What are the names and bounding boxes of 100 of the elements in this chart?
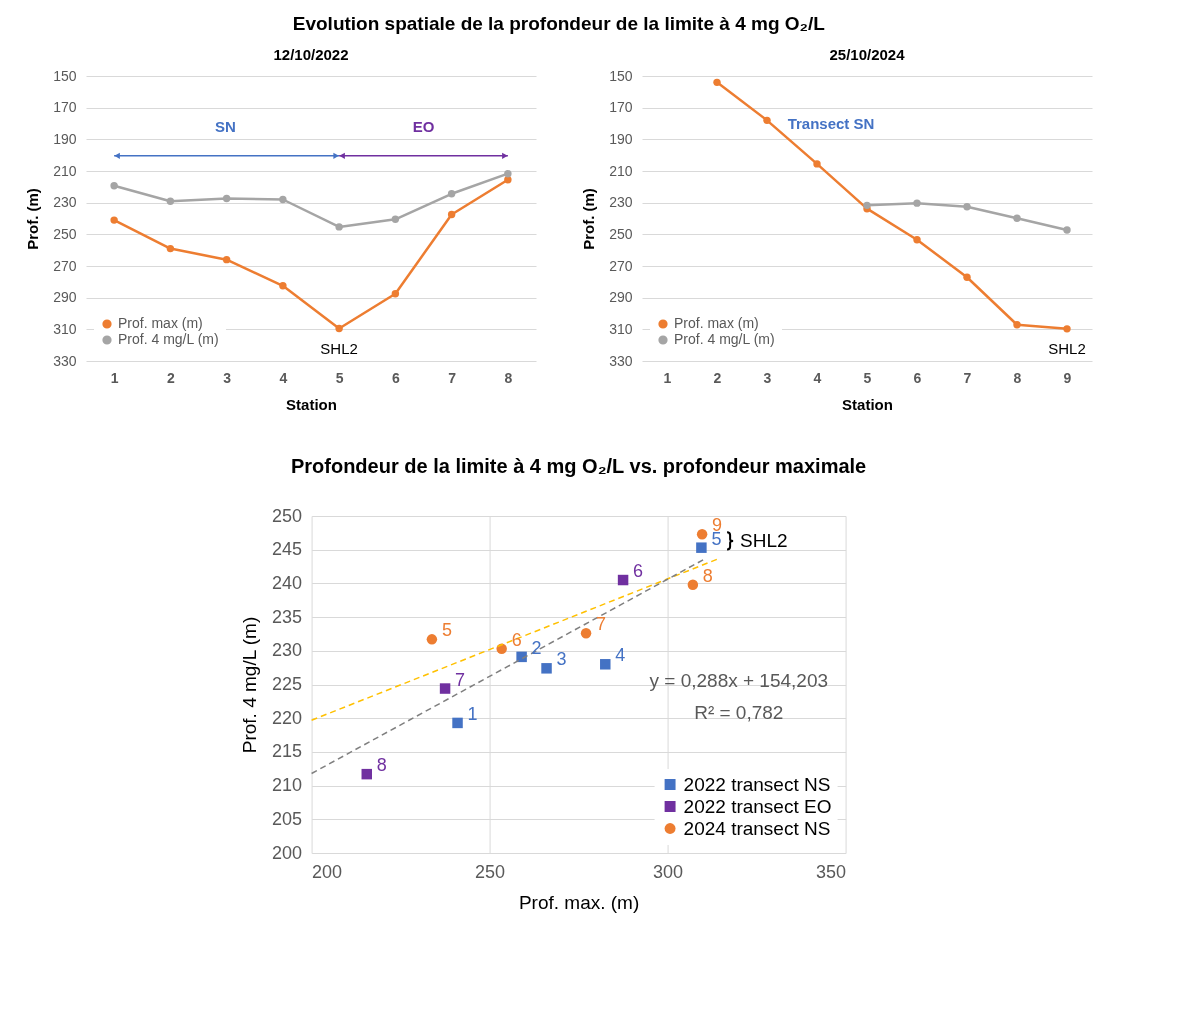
point (763, 116, 771, 125)
y-tick-label: 190 (609, 130, 633, 147)
y-tick-label: 190 (53, 130, 77, 147)
point (1063, 325, 1071, 333)
y-tick-label: 235 (272, 606, 303, 627)
y-tick-label: 250 (272, 505, 303, 526)
point (391, 290, 400, 298)
annotation: 8 (702, 565, 713, 586)
point (279, 282, 287, 290)
x-tick-label: 6 (391, 369, 400, 386)
annotation: y = 0,288x + 154,203 (649, 670, 829, 692)
legend-label: Prof. max (m) (674, 315, 759, 331)
x-axis-title: Station (842, 395, 893, 413)
x-tick-label: 3 (223, 369, 232, 386)
x-axis-title: Station (286, 395, 337, 413)
y-tick-label: 245 (272, 539, 303, 560)
y-tick-label: 150 (53, 67, 77, 84)
legend-label: Prof. 4 mg/L (m) (118, 331, 219, 347)
x-tick-label: 3 (763, 369, 772, 386)
chart-subtitle: 12/10/2022 (273, 46, 349, 63)
chart-title: Evolution spatiale de la profondeur de la limite à 4 mg O₂/L (292, 13, 826, 34)
legend-label: 2022 transect EO (683, 795, 832, 817)
point (447, 210, 456, 219)
y-tick-label: 270 (609, 257, 633, 274)
y-axis-title: Prof. (m) (24, 188, 42, 250)
x-tick-label: 250 (475, 861, 506, 882)
y-tick-label: 210 (272, 775, 303, 796)
point (504, 169, 512, 178)
annotation: 7 (455, 669, 466, 690)
y-tick-label: 150 (609, 67, 633, 84)
annotation: 6 (633, 561, 644, 582)
point (1063, 226, 1071, 234)
legend-label: 2024 transect NS (683, 817, 831, 839)
point (110, 182, 118, 190)
point (1013, 321, 1021, 329)
y-tick-label: 240 (272, 572, 303, 593)
x-tick-label: 300 (653, 861, 684, 882)
x-tick-label: 1 (110, 369, 119, 386)
y-tick-label: 215 (272, 741, 303, 762)
x-tick-label: 7 (963, 369, 972, 386)
y-tick-label: 230 (609, 194, 633, 211)
annotation: SHL2 (740, 529, 788, 551)
point (222, 255, 231, 264)
x-tick-label: 7 (448, 369, 457, 386)
x-tick-label: 200 (312, 861, 343, 882)
annotation: SHL2 (320, 339, 358, 357)
x-tick-label: 4 (279, 369, 288, 386)
y-tick-label: 230 (53, 194, 77, 211)
y-tick-label: 220 (272, 707, 303, 728)
y-tick-label: 250 (609, 225, 633, 242)
y-axis-title: Prof. 4 mg/L (m) (239, 616, 261, 754)
annotation: R² = 0,782 (694, 702, 784, 724)
y-tick-label: 225 (272, 674, 303, 694)
point (110, 216, 118, 224)
y-tick-label: 210 (53, 162, 77, 179)
y-tick-label: 200 (272, 842, 303, 863)
legend-label: Prof. 4 mg/L (m) (674, 331, 775, 347)
x-tick-label: 4 (813, 369, 822, 386)
point (279, 195, 287, 204)
x-tick-label: 350 (816, 861, 847, 882)
y-tick-label: 170 (53, 99, 77, 116)
x-tick-label: 5 (335, 369, 344, 386)
x-tick-label: 2 (166, 369, 175, 386)
point (504, 176, 512, 184)
point (166, 197, 175, 205)
y-axis-title: Prof. (m) (580, 188, 598, 250)
point (963, 273, 971, 281)
annotation: SHL2 (1048, 339, 1086, 357)
point (335, 223, 343, 231)
point (335, 324, 343, 333)
chart-title: Profondeur de la limite à 4 mg O₂/L vs. profondeur maximale (290, 455, 867, 477)
annotation: 5 (441, 620, 452, 641)
y-tick-label: 250 (53, 225, 77, 242)
y-tick-label: 290 (609, 289, 633, 306)
y-tick-label: 205 (272, 808, 303, 829)
point (713, 78, 721, 87)
annotation: 1 (467, 703, 478, 724)
point (913, 199, 921, 207)
point (813, 160, 821, 168)
legend-label: 2022 transect NS (683, 773, 831, 795)
y-tick-label: 310 (53, 320, 77, 337)
y-tick-label: 330 (609, 352, 633, 369)
point (166, 244, 175, 253)
annotation: EO (412, 118, 435, 136)
legend-label: Prof. max (m) (118, 315, 203, 331)
annotation: SN (215, 118, 236, 136)
y-tick-label: 330 (53, 352, 77, 369)
x-axis-title: Prof. max. (m) (518, 891, 640, 913)
point (391, 215, 400, 223)
annotation: 6 (511, 629, 522, 650)
point (1013, 214, 1021, 222)
y-tick-label: 310 (609, 320, 633, 337)
x-tick-label: 9 (1063, 369, 1072, 386)
point (913, 236, 921, 244)
x-tick-label: 1 (663, 369, 672, 386)
x-tick-label: 8 (504, 369, 513, 386)
y-tick-label: 290 (53, 289, 77, 306)
y-tick-label: 270 (53, 257, 77, 274)
annotation: 4 (615, 645, 626, 666)
y-tick-label: 210 (609, 162, 633, 179)
